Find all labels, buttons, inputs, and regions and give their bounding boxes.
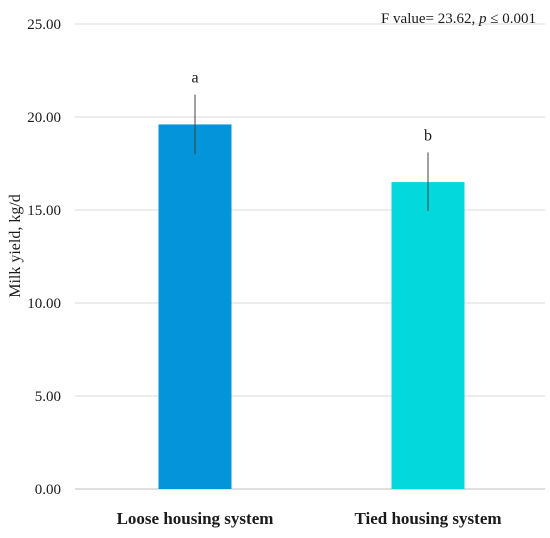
statistics-annotation: F value= 23.62, p ≤ 0.001 [381,11,536,27]
y-tick-label: 20.00 [27,110,61,126]
error-bars [194,94,429,211]
y-tick-label: 5.00 [35,389,61,405]
stat-prefix: F value= 23.62, [381,11,479,27]
bar-2 [391,182,465,489]
x-category-label-1: Loose housing system [117,509,274,528]
y-tick-label: 25.00 [27,17,61,33]
significance-letters: ab [191,70,432,145]
y-axis-ticks: 0.00 5.00 10.00 15.00 20.00 25.00 [27,17,61,498]
stat-suffix: ≤ 0.001 [487,11,536,27]
gridlines [75,23,545,490]
significance-letter-2: b [424,127,432,144]
x-axis-categories: Loose housing system Tied housing system [117,509,502,528]
x-category-label-2: Tied housing system [354,509,501,528]
significance-letter-1: a [191,70,198,87]
y-tick-label: 0.00 [35,482,61,498]
stat-p-symbol: p [478,11,487,27]
bars [158,124,465,489]
bar-1 [158,124,232,489]
y-axis-label: Milk yield, kg/d [7,194,24,298]
y-tick-label: 10.00 [27,296,61,312]
y-tick-label: 15.00 [27,203,61,219]
